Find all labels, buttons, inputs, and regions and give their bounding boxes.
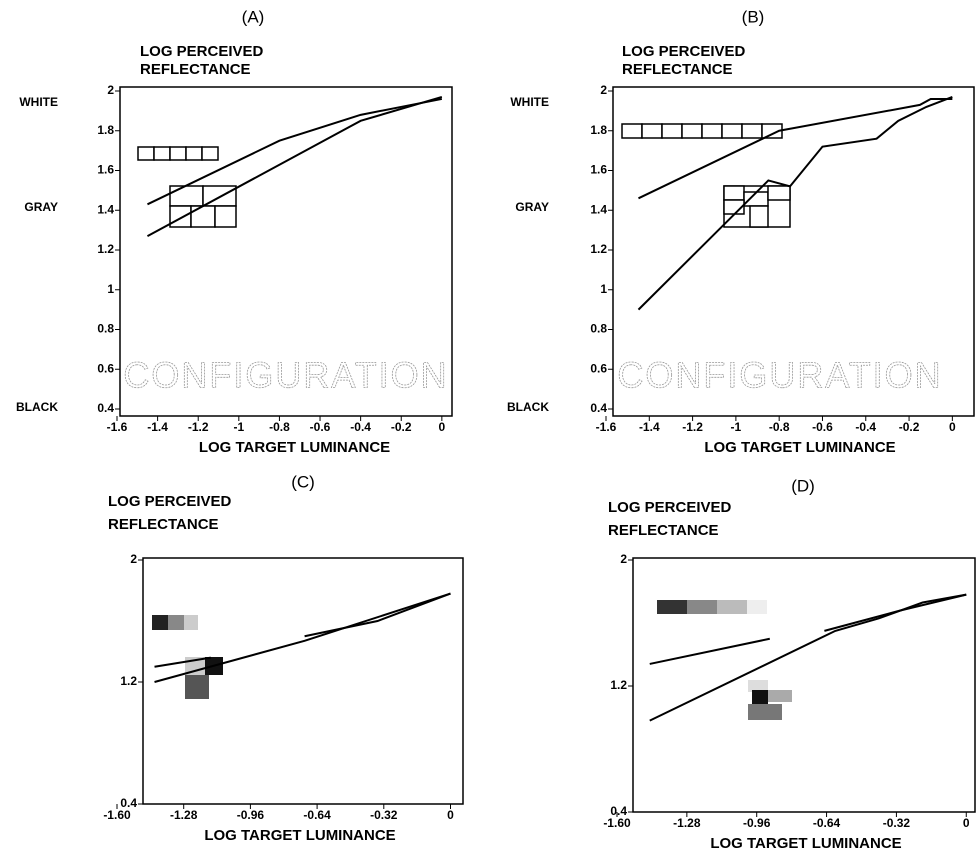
x-tick-label: 0 — [439, 420, 446, 434]
x-axis-label: LOG TARGET LUMINANCE — [710, 835, 901, 852]
brick-icon — [622, 124, 790, 227]
data-line — [155, 594, 451, 667]
x-tick-label: -1.60 — [603, 816, 631, 830]
panel-title: (B) — [742, 7, 765, 26]
y-axis-label: LOG PERCEIVED — [108, 493, 232, 510]
x-axis-label: LOG TARGET LUMINANCE — [204, 827, 395, 844]
level-label: BLACK — [16, 400, 58, 414]
y-axis-label: REFLECTANCE — [608, 522, 719, 539]
y-tick-label: 1.8 — [590, 123, 607, 137]
x-tick-label: -1.6 — [596, 420, 617, 434]
x-tick-label: -0.6 — [310, 420, 331, 434]
x-tick-label: -0.2 — [899, 420, 920, 434]
level-label: WHITE — [510, 95, 549, 109]
y-axis-label: REFLECTANCE — [108, 516, 219, 533]
level-label: GRAY — [24, 200, 58, 214]
y-tick-label: 1.8 — [97, 123, 114, 137]
annotation: CONFIGURATION — [617, 355, 942, 396]
x-tick-label: -0.96 — [237, 808, 265, 822]
level-label: GRAY — [515, 200, 549, 214]
gray-pattern — [152, 600, 792, 720]
panel: (C) LOG PERCEIVED REFLECTANCE LOG TARGET LU… — [103, 472, 463, 843]
y-tick-label: 2 — [600, 83, 607, 97]
y-tick-label: 0.4 — [590, 401, 607, 415]
x-tick-label: -0.8 — [769, 420, 790, 434]
x-tick-label: -1 — [233, 420, 244, 434]
panel-title: (A) — [242, 7, 265, 26]
y-tick-label: 1.6 — [590, 163, 607, 177]
y-tick-label: 0.8 — [590, 322, 607, 336]
x-tick-label: -1.28 — [170, 808, 198, 822]
y-tick-label: 0.8 — [97, 322, 114, 336]
y-axis-label: REFLECTANCE — [140, 61, 251, 78]
x-tick-label: -0.4 — [855, 420, 876, 434]
x-tick-label: -0.2 — [391, 420, 412, 434]
level-label: WHITE — [19, 95, 58, 109]
x-tick-label: -1.4 — [147, 420, 168, 434]
y-tick-label: 2 — [620, 552, 627, 566]
y-tick-label: 1 — [107, 282, 114, 296]
x-tick-label: -0.32 — [883, 816, 911, 830]
x-tick-label: -0.32 — [370, 808, 398, 822]
y-tick-label: 1.2 — [97, 242, 114, 256]
x-tick-label: 0 — [963, 816, 970, 830]
y-tick-label: 1.4 — [97, 202, 114, 216]
panel-title: (C) — [291, 472, 315, 491]
x-axis-label: LOG TARGET LUMINANCE — [704, 439, 895, 456]
x-tick-label: 0 — [447, 808, 454, 822]
figure: (A)LOG PERCEIVEDREFLECTANCELOG TARGET LU… — [0, 0, 979, 864]
annotation: CONFIGURATION — [123, 355, 448, 396]
y-tick-label: 1.4 — [590, 202, 607, 216]
y-axis-label: REFLECTANCE — [622, 61, 733, 78]
level-label: BLACK — [507, 400, 549, 414]
y-tick-label: 1.2 — [590, 242, 607, 256]
x-tick-label: -0.4 — [350, 420, 371, 434]
panel: (D) LOG PERCEIVED REFLECTANCE LOG TARGET LU… — [603, 476, 975, 851]
x-tick-label: -0.64 — [303, 808, 331, 822]
y-tick-label: 0.6 — [590, 361, 607, 375]
y-axis-label: LOG PERCEIVED — [622, 43, 746, 60]
x-tick-label: -1.4 — [639, 420, 660, 434]
y-tick-label: 2 — [130, 552, 137, 566]
x-tick-label: -1.28 — [673, 816, 701, 830]
data-line — [638, 99, 952, 198]
y-axis-label: LOG PERCEIVED — [608, 499, 732, 516]
x-tick-label: -1.60 — [103, 808, 131, 822]
y-tick-label: 2 — [107, 83, 114, 97]
y-tick-label: 1.2 — [120, 674, 137, 688]
x-tick-label: -0.64 — [813, 816, 841, 830]
y-tick-label: 0.4 — [97, 401, 114, 415]
y-tick-label: 1 — [600, 282, 607, 296]
x-tick-label: 0 — [949, 420, 956, 434]
x-tick-label: -0.8 — [269, 420, 290, 434]
x-tick-label: -1.2 — [682, 420, 703, 434]
plot-frame — [633, 558, 975, 812]
panel-title: (D) — [791, 476, 815, 495]
x-axis-label: LOG TARGET LUMINANCE — [199, 439, 390, 456]
y-tick-label: 1.6 — [97, 163, 114, 177]
x-tick-label: -1 — [731, 420, 742, 434]
x-tick-label: -0.6 — [812, 420, 833, 434]
x-tick-label: -1.6 — [107, 420, 128, 434]
y-tick-label: 1.2 — [610, 678, 627, 692]
x-tick-label: -0.96 — [743, 816, 771, 830]
y-axis-label: LOG PERCEIVED — [140, 43, 264, 60]
x-tick-label: -1.2 — [188, 420, 209, 434]
y-tick-label: 0.6 — [97, 361, 114, 375]
